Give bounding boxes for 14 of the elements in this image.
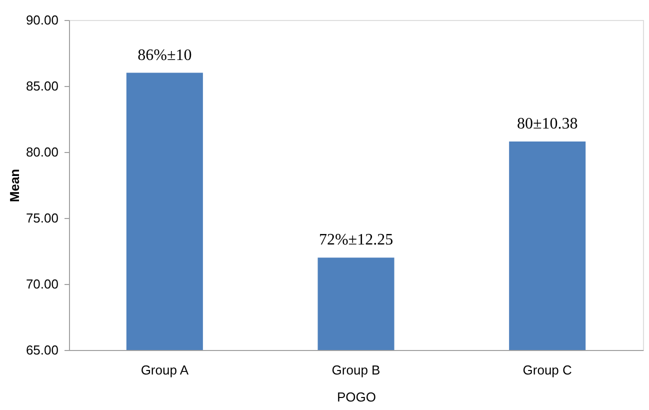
y-tick-label: 90.00 [26,12,58,28]
x-tick-label: Group A [140,362,189,378]
y-tick-label: 80.00 [26,144,58,160]
x-axis-title: POGO [336,390,376,404]
annotation: 72%±12.25 [318,232,394,249]
annotation: 86%±10 [138,46,192,64]
x-tick-label: Group B [332,362,380,378]
y-tick-label: 75.00 [26,210,58,226]
y-axis-title: Mean [6,168,22,202]
y-tick-label: 70.00 [26,276,58,292]
annotation: 80±10.38 [516,115,578,132]
y-tick-label: 65.00 [26,342,58,358]
y-tick-label: 85.00 [26,78,58,94]
x-tick-label: Group C [522,362,572,378]
